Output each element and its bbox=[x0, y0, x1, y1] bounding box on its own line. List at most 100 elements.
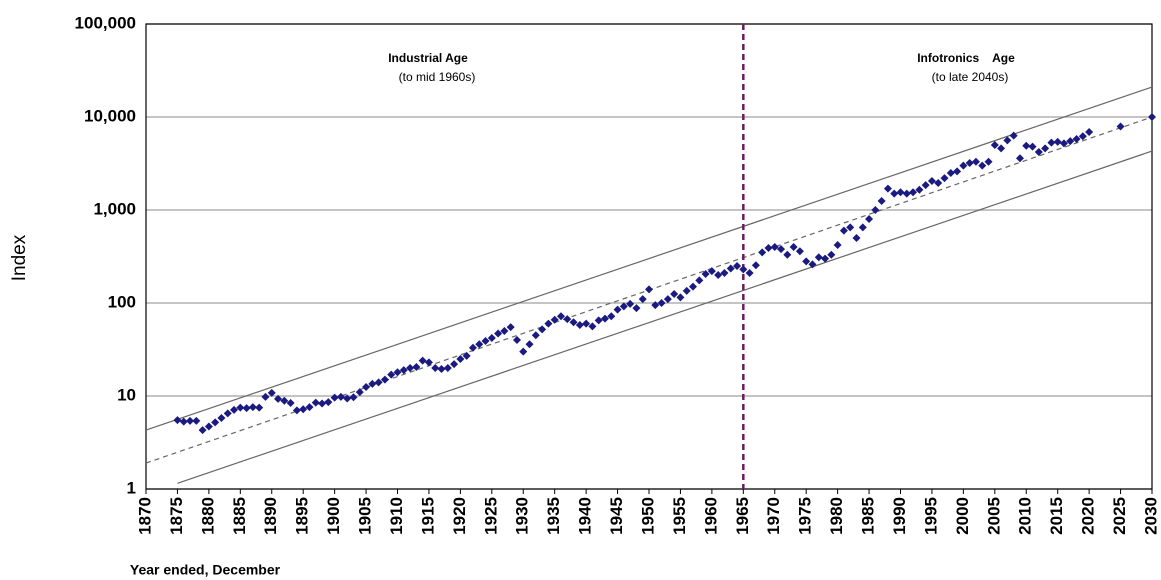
y-tick-label: 1 bbox=[127, 478, 136, 497]
data-point bbox=[833, 241, 842, 250]
x-tick-label: 1950 bbox=[638, 497, 657, 535]
data-point bbox=[198, 426, 207, 435]
x-tick-label: 1870 bbox=[135, 497, 154, 535]
y-tick-label: 100 bbox=[108, 292, 136, 311]
data-point bbox=[1009, 131, 1018, 140]
data-point bbox=[726, 264, 735, 273]
data-point bbox=[292, 406, 301, 415]
data-point bbox=[638, 295, 647, 304]
data-point bbox=[336, 392, 345, 401]
data-point bbox=[393, 368, 402, 377]
data-point bbox=[544, 319, 553, 328]
data-point bbox=[959, 161, 968, 170]
data-point bbox=[368, 379, 377, 388]
data-point bbox=[997, 144, 1006, 153]
data-point bbox=[777, 245, 786, 254]
x-tick-label: 2030 bbox=[1141, 497, 1160, 535]
data-point bbox=[1053, 137, 1062, 146]
data-point bbox=[374, 378, 383, 387]
y-tick-label: 10 bbox=[117, 385, 136, 404]
data-point bbox=[758, 248, 767, 257]
data-point bbox=[330, 393, 339, 402]
data-point bbox=[349, 393, 358, 402]
data-point bbox=[720, 269, 729, 278]
data-point bbox=[450, 360, 459, 369]
x-tick-label: 1960 bbox=[701, 497, 720, 535]
data-point bbox=[764, 244, 773, 253]
data-point bbox=[487, 334, 496, 343]
data-point bbox=[248, 403, 257, 412]
data-point bbox=[1059, 139, 1068, 148]
data-point bbox=[380, 375, 389, 384]
data-point bbox=[286, 399, 295, 408]
data-point bbox=[355, 388, 364, 397]
x-tick-label: 1890 bbox=[261, 497, 280, 535]
data-point bbox=[556, 312, 565, 321]
data-point bbox=[204, 422, 213, 431]
data-point bbox=[519, 347, 528, 356]
data-point bbox=[676, 293, 685, 302]
data-point bbox=[538, 325, 547, 334]
data-point bbox=[299, 405, 308, 414]
data-point bbox=[745, 269, 754, 278]
data-point bbox=[1072, 135, 1081, 144]
x-tick-label: 1930 bbox=[513, 497, 532, 535]
data-point bbox=[406, 364, 415, 373]
data-point bbox=[626, 299, 635, 308]
data-point bbox=[500, 326, 509, 335]
x-tick-label: 2005 bbox=[984, 497, 1003, 535]
data-point bbox=[437, 365, 446, 374]
data-point bbox=[808, 260, 817, 269]
data-point bbox=[211, 418, 220, 427]
data-point bbox=[475, 340, 484, 349]
data-point bbox=[940, 174, 949, 183]
data-point bbox=[1148, 113, 1156, 121]
data-point bbox=[173, 416, 182, 425]
data-point bbox=[871, 206, 880, 214]
y-tick-label: 10,000 bbox=[84, 106, 136, 125]
x-tick-label: 1965 bbox=[733, 497, 752, 535]
data-point bbox=[714, 271, 723, 280]
data-point bbox=[1066, 137, 1075, 146]
x-tick-label: 2025 bbox=[1110, 497, 1129, 535]
x-tick-label: 1935 bbox=[544, 497, 563, 535]
data-point bbox=[852, 233, 861, 242]
data-point bbox=[563, 315, 572, 324]
x-tick-label: 1980 bbox=[827, 497, 846, 535]
x-tick-label: 1940 bbox=[576, 497, 595, 535]
data-point bbox=[827, 250, 836, 259]
x-tick-label: 1885 bbox=[230, 497, 249, 535]
x-tick-label: 1920 bbox=[450, 497, 469, 535]
x-tick-label: 2020 bbox=[1079, 497, 1098, 535]
data-point bbox=[821, 254, 830, 263]
data-point bbox=[934, 179, 943, 188]
data-point bbox=[1041, 144, 1050, 153]
data-point bbox=[575, 321, 584, 330]
x-tick-label: 1895 bbox=[293, 497, 312, 535]
data-point bbox=[695, 276, 704, 285]
data-point bbox=[318, 399, 327, 408]
data-point bbox=[443, 364, 452, 373]
x-tick-label: 1900 bbox=[324, 497, 343, 535]
data-point bbox=[846, 223, 855, 232]
data-point bbox=[1047, 138, 1056, 147]
data-point bbox=[971, 157, 980, 166]
x-tick-label: 1925 bbox=[481, 497, 500, 535]
data-point bbox=[1028, 142, 1037, 151]
x-tick-label: 2000 bbox=[953, 497, 972, 535]
data-point bbox=[550, 315, 559, 324]
data-point bbox=[909, 188, 918, 197]
annotation: Infotronics Age bbox=[917, 51, 1015, 65]
data-point bbox=[789, 243, 798, 252]
data-point bbox=[431, 364, 440, 373]
x-tick-label: 1880 bbox=[198, 497, 217, 535]
data-point bbox=[682, 286, 691, 295]
y-tick-label: 1,000 bbox=[93, 199, 136, 218]
data-point bbox=[883, 184, 892, 193]
data-point bbox=[223, 409, 232, 418]
data-point bbox=[192, 416, 201, 425]
data-point bbox=[839, 226, 848, 235]
y-axis-label: Index bbox=[9, 234, 30, 281]
data-point bbox=[186, 416, 195, 425]
